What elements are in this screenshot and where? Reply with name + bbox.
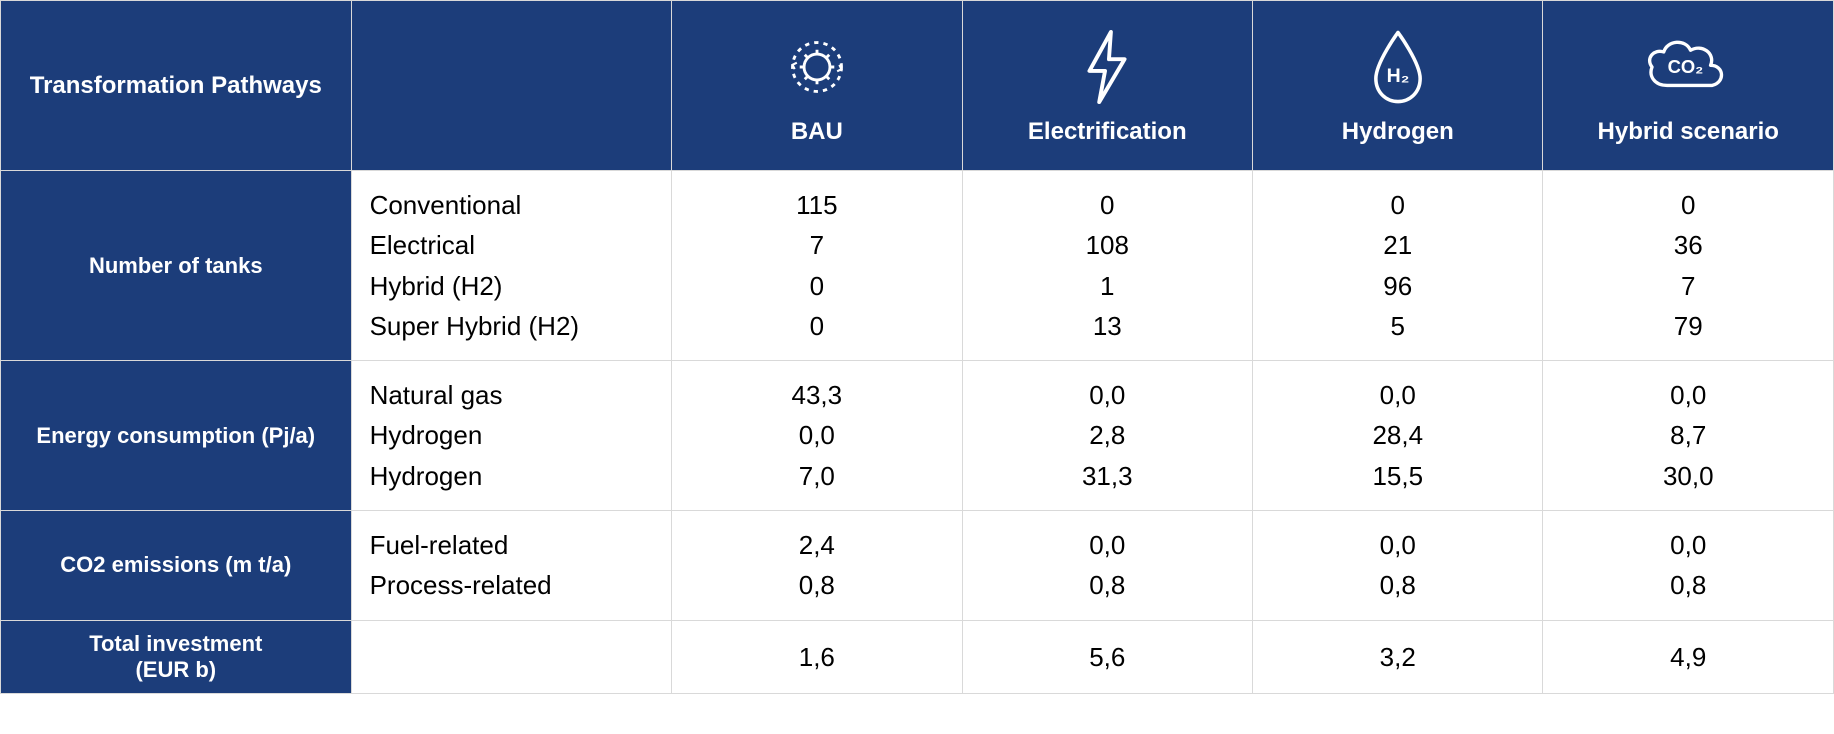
investment-hydrogen: 3,2 xyxy=(1253,620,1543,693)
rowhead-tanks: Number of tanks xyxy=(1,171,352,361)
rowhead-investment: Total investment (EUR b) xyxy=(1,620,352,693)
co2-hybrid: 0,0 0,8 xyxy=(1543,511,1834,621)
bolt-icon xyxy=(971,22,1244,112)
svg-text:CO₂: CO₂ xyxy=(1668,55,1704,76)
header-hydrogen-label: Hydrogen xyxy=(1261,118,1534,146)
sub-investment xyxy=(351,620,672,693)
energy-bau: 43,3 0,0 7,0 xyxy=(672,361,962,511)
row-tanks: Number of tanks Conventional Electrical … xyxy=(1,171,1834,361)
header-pathways: Transformation Pathways xyxy=(1,1,352,171)
header-hybrid-label: Hybrid scenario xyxy=(1551,118,1825,146)
tanks-hybrid: 0 36 7 79 xyxy=(1543,171,1834,361)
tanks-hydrogen: 0 21 96 5 xyxy=(1253,171,1543,361)
co2-bau: 2,4 0,8 xyxy=(672,511,962,621)
sub-co2: Fuel-related Process-related xyxy=(351,511,672,621)
header-electrification-label: Electrification xyxy=(971,118,1244,146)
header-electrification: Electrification xyxy=(962,1,1252,171)
header-row: Transformation Pathways BAU Electrificat… xyxy=(1,1,1834,171)
co2-hydrogen: 0,0 0,8 xyxy=(1253,511,1543,621)
row-energy: Energy consumption (Pj/a) Natural gas Hy… xyxy=(1,361,1834,511)
h2-drop-icon: H₂ xyxy=(1261,22,1534,112)
sub-tanks: Conventional Electrical Hybrid (H2) Supe… xyxy=(351,171,672,361)
svg-text:H₂: H₂ xyxy=(1386,65,1409,87)
rowhead-energy: Energy consumption (Pj/a) xyxy=(1,361,352,511)
tanks-bau: 115 7 0 0 xyxy=(672,171,962,361)
energy-hydrogen: 0,0 28,4 15,5 xyxy=(1253,361,1543,511)
header-hybrid: CO₂ Hybrid scenario xyxy=(1543,1,1834,171)
sub-energy: Natural gas Hydrogen Hydrogen xyxy=(351,361,672,511)
investment-hybrid: 4,9 xyxy=(1543,620,1834,693)
row-investment: Total investment (EUR b) 1,6 5,6 3,2 4,9 xyxy=(1,620,1834,693)
header-blank xyxy=(351,1,672,171)
energy-electrification: 0,0 2,8 31,3 xyxy=(962,361,1252,511)
header-bau: BAU xyxy=(672,1,962,171)
rowhead-co2: CO2 emissions (m t/a) xyxy=(1,511,352,621)
investment-electrification: 5,6 xyxy=(962,620,1252,693)
row-co2: CO2 emissions (m t/a) Fuel-related Proce… xyxy=(1,511,1834,621)
gear-icon xyxy=(680,22,953,112)
header-hydrogen: H₂ Hydrogen xyxy=(1253,1,1543,171)
transformation-pathways-table: Transformation Pathways BAU Electrificat… xyxy=(0,0,1834,694)
investment-bau: 1,6 xyxy=(672,620,962,693)
energy-hybrid: 0,0 8,7 30,0 xyxy=(1543,361,1834,511)
co2-electrification: 0,0 0,8 xyxy=(962,511,1252,621)
header-bau-label: BAU xyxy=(680,118,953,146)
co2-cloud-icon: CO₂ xyxy=(1551,22,1825,112)
tanks-electrification: 0 108 1 13 xyxy=(962,171,1252,361)
